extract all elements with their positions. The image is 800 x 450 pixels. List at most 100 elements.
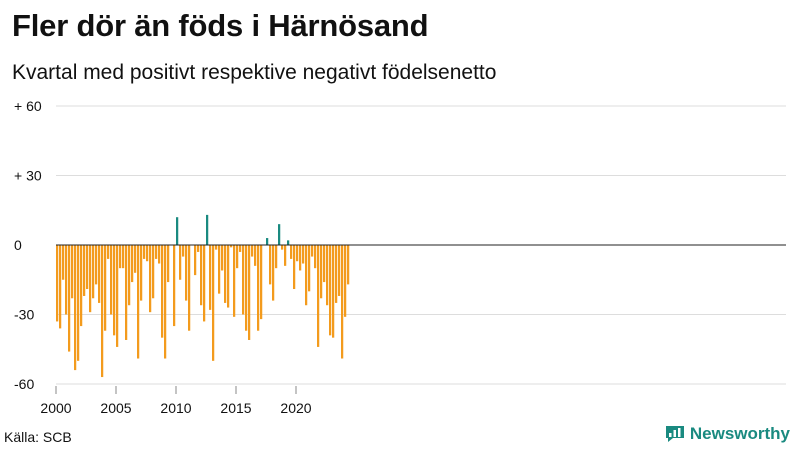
bars: [56, 214, 350, 378]
bar-q18: [107, 245, 110, 259]
bar-q90: [323, 245, 326, 283]
x-tick-label: 2015: [220, 400, 251, 416]
bar-q15: [98, 245, 101, 303]
bar-q5: [68, 245, 71, 352]
bar-q68: [257, 245, 260, 331]
bar-q9: [80, 245, 83, 327]
y-tick-label: -60: [14, 376, 34, 392]
bar-q76: [281, 245, 284, 250]
bar-q50: [203, 245, 206, 322]
bar-q65: [248, 245, 251, 340]
bar-q45: [188, 245, 191, 331]
bar-q27: [134, 245, 137, 273]
bar-q40: [173, 245, 176, 327]
bar-q3: [62, 245, 65, 280]
bar-q35: [158, 245, 161, 264]
y-tick-label: -30: [14, 307, 34, 323]
bar-q56: [221, 245, 224, 271]
bar-q98: [347, 245, 350, 285]
bar-q69: [260, 245, 263, 320]
bar-q93: [332, 245, 335, 338]
bar-q47: [194, 245, 197, 276]
bar-q36: [161, 245, 164, 338]
x-tick-label: 2000: [40, 400, 71, 416]
bar-q77: [284, 245, 287, 266]
bar-q61: [236, 245, 239, 269]
bar-q58: [227, 245, 230, 308]
bar-q83: [302, 245, 305, 264]
bar-q79: [290, 245, 293, 259]
y-tick-label: 0: [14, 237, 22, 253]
bar-q62: [239, 245, 242, 252]
gridlines: [56, 105, 786, 385]
bar-q57: [224, 245, 227, 303]
bar-q25: [128, 245, 131, 306]
bar-q51: [206, 214, 209, 245]
bar-q10: [83, 245, 86, 296]
bar-q85: [308, 245, 311, 292]
bar-q97: [344, 245, 347, 317]
bar-q34: [155, 245, 158, 259]
bar-q82: [299, 245, 302, 271]
bar-q73: [272, 245, 275, 301]
bar-q6: [71, 245, 74, 299]
bar-q22: [119, 245, 122, 269]
bar-q2: [59, 245, 62, 329]
bar-q29: [140, 245, 143, 301]
bar-q78: [287, 240, 290, 245]
x-tick-label: 2005: [100, 400, 131, 416]
bar-q67: [254, 245, 257, 266]
bar-q14: [95, 245, 98, 285]
bar-q11: [86, 245, 89, 290]
bar-q28: [137, 245, 140, 359]
axis-labels: + 60 + 30 0 -30 -60 2000 2005 2010 2015 2020: [14, 98, 312, 416]
bar-q41: [176, 217, 179, 245]
bar-q72: [269, 245, 272, 285]
bar-q52: [209, 245, 212, 310]
bar-q42: [179, 245, 182, 280]
bar-q86: [311, 245, 314, 257]
bar-q24: [125, 245, 128, 340]
bar-q19: [110, 245, 113, 315]
source-note: Källa: SCB: [4, 429, 72, 445]
bar-q32: [149, 245, 152, 313]
bar-q1: [56, 245, 59, 322]
bar-q53: [212, 245, 215, 361]
bar-q94: [335, 245, 338, 303]
bar-q38: [167, 245, 170, 283]
bar-q33: [152, 245, 155, 299]
bar-q20: [113, 245, 116, 336]
bar-q87: [314, 245, 317, 269]
bar-q59: [230, 245, 233, 248]
bar-q17: [104, 245, 107, 331]
newsworthy-logo-icon: [665, 426, 684, 442]
bar-q23: [122, 245, 125, 269]
bar-q66: [251, 245, 254, 257]
chart-title: Fler dör än föds i Härnösand: [12, 8, 429, 43]
bar-q21: [116, 245, 119, 347]
brand-name: Newsworthy: [689, 424, 790, 443]
y-tick-label: + 60: [14, 98, 42, 114]
bar-q7: [74, 245, 77, 371]
x-tick-label: 2020: [280, 400, 311, 416]
bar-q12: [89, 245, 92, 313]
bar-q92: [329, 245, 332, 336]
brand-logo: Newsworthy: [665, 424, 790, 444]
bar-q4: [65, 245, 68, 315]
bar-q31: [146, 245, 149, 262]
bar-q16: [101, 245, 104, 378]
bar-q30: [143, 245, 146, 259]
bar-q80: [293, 245, 296, 290]
bar-q64: [245, 245, 248, 331]
chart-subtitle: Kvartal med positivt respektive negativt…: [12, 61, 497, 84]
bar-q54: [215, 245, 218, 250]
bar-q84: [305, 245, 308, 306]
bar-q75: [278, 224, 281, 245]
bar-q63: [242, 245, 245, 315]
y-tick-label: + 30: [14, 168, 42, 184]
bar-q8: [77, 245, 80, 361]
bar-q37: [164, 245, 167, 359]
bar-q81: [296, 245, 299, 262]
bar-q71: [266, 238, 269, 245]
